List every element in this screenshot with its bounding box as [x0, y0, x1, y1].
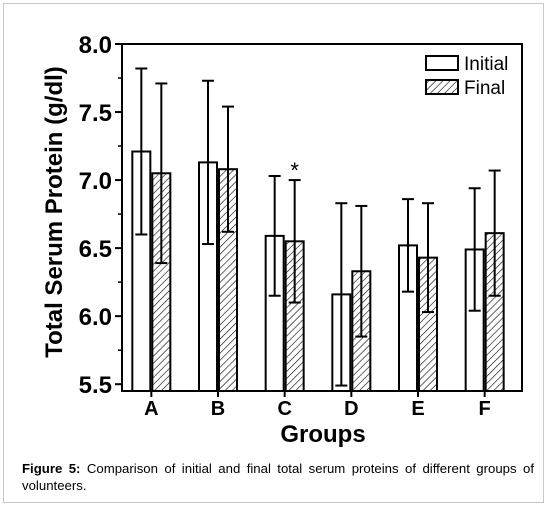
x-tick-label-D: D [344, 398, 358, 420]
caption-label: Figure 5: [22, 461, 81, 476]
significance-marker: * [290, 158, 299, 183]
x-tick-label-B: B [211, 398, 225, 420]
plot-area: 5.5 6.0 6.5 7.0 7.5 8.0 A B * C D E F Initial Final [79, 32, 523, 420]
y-axis-label: Total Serum Protein (g/dl) [41, 66, 68, 358]
x-axis-label: Groups [280, 421, 365, 448]
x-tick-label-C: C [277, 398, 291, 420]
legend-label-initial: Initial [464, 54, 508, 75]
x-tick-label-A: A [144, 398, 158, 420]
y-tick-label-4: 7.5 [79, 100, 112, 127]
bar-chart: 5.5 6.0 6.5 7.0 7.5 8.0 A B * C D E F Initial Final To… [41, 32, 523, 448]
legend-label-final: Final [464, 78, 505, 99]
plot-border [121, 43, 523, 392]
y-tick-label-5: 8.0 [79, 32, 112, 59]
legend-swatch-final [425, 79, 459, 95]
x-tick-label-E: E [411, 398, 424, 420]
caption-text: Comparison of initial and final total se… [22, 461, 535, 493]
legend-swatch-initial [425, 55, 459, 71]
y-tick-label-0: 5.5 [79, 372, 112, 399]
figure-caption: Figure 5: Comparison of initial and fina… [22, 460, 534, 494]
y-tick-label-3: 7.0 [79, 168, 112, 195]
figure-frame [3, 3, 544, 503]
y-tick-label-1: 6.0 [79, 304, 112, 331]
x-tick-label-F: F [479, 398, 491, 420]
y-tick-label-2: 6.5 [79, 236, 112, 263]
